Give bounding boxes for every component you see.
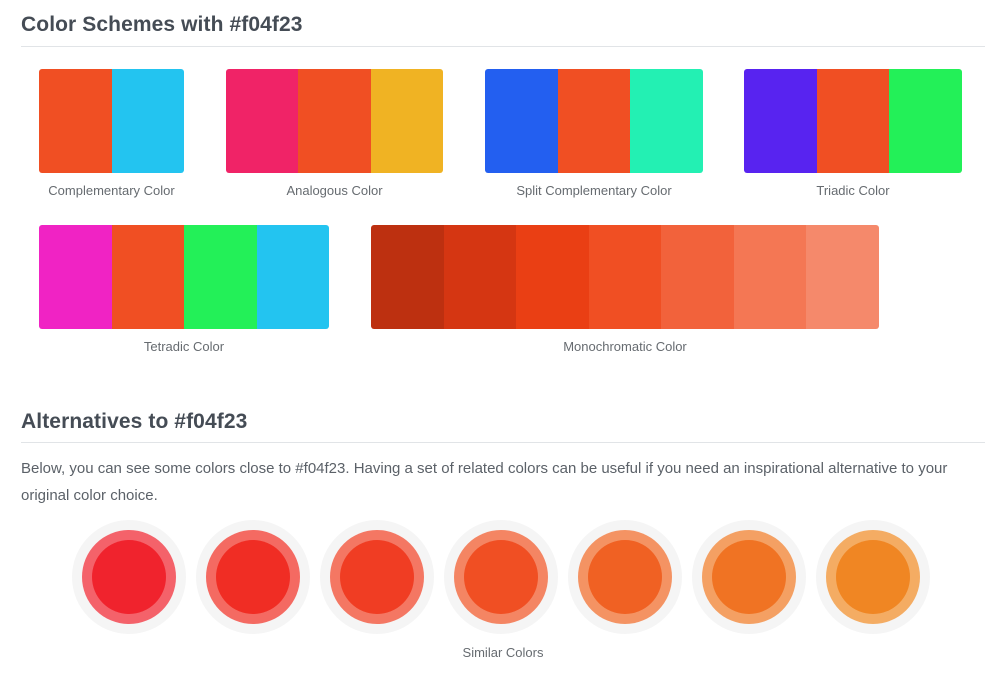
triadic-color-label: Triadic Color [816, 183, 890, 198]
similar-color-dot [464, 540, 538, 614]
schemes-divider [21, 46, 985, 47]
similar-color-ring [206, 530, 300, 624]
color-swatch[interactable] [889, 69, 962, 173]
analogous-color-palette[interactable] [226, 69, 443, 173]
similar-color-dot [712, 540, 786, 614]
color-swatch[interactable] [557, 69, 631, 173]
similar-color-dot [216, 540, 290, 614]
complementary-color-palette[interactable] [39, 69, 184, 173]
similar-color-ring [330, 530, 424, 624]
color-swatch[interactable] [184, 225, 257, 329]
similar-color-swatch[interactable] [196, 520, 310, 634]
monochromatic-color-palette[interactable] [371, 225, 879, 329]
color-swatch[interactable] [588, 225, 662, 329]
tetradic-color-label: Tetradic Color [143, 339, 225, 354]
alternatives-heading: Alternatives to #f04f23 [21, 410, 248, 433]
split-complementary-color-label: Split Complementary Color [516, 183, 672, 198]
color-swatch[interactable] [370, 69, 443, 173]
color-swatch[interactable] [516, 225, 589, 329]
similar-color-swatch[interactable] [72, 520, 186, 634]
similar-color-dot [588, 540, 662, 614]
color-swatch[interactable] [806, 225, 879, 329]
color-swatch[interactable] [226, 69, 299, 173]
similar-color-swatch[interactable] [692, 520, 806, 634]
triadic-color-palette[interactable] [744, 69, 962, 173]
similar-color-swatch[interactable] [568, 520, 682, 634]
color-swatch[interactable] [39, 69, 112, 173]
color-swatch[interactable] [630, 69, 703, 173]
similar-color-ring [454, 530, 548, 624]
color-swatch[interactable] [443, 225, 517, 329]
analogous-color-label: Analogous Color [286, 183, 383, 198]
alternatives-divider [21, 442, 985, 443]
color-swatch[interactable] [485, 69, 558, 173]
alternatives-description: Below, you can see some colors close to … [21, 460, 948, 504]
similar-color-swatch[interactable] [816, 520, 930, 634]
similar-color-swatch[interactable] [320, 520, 434, 634]
similar-color-dot [92, 540, 166, 614]
similar-color-ring [82, 530, 176, 624]
similar-color-dot [340, 540, 414, 614]
color-swatch[interactable] [661, 225, 734, 329]
color-swatch[interactable] [256, 225, 329, 329]
color-swatch[interactable] [111, 225, 184, 329]
similar-color-ring [702, 530, 796, 624]
similar-color-ring [578, 530, 672, 624]
color-swatch[interactable] [733, 225, 807, 329]
similar-color-swatch[interactable] [444, 520, 558, 634]
similar-color-dot [836, 540, 910, 614]
color-swatch[interactable] [816, 69, 890, 173]
tetradic-color-palette[interactable] [39, 225, 329, 329]
similar-colors-label: Similar Colors [462, 645, 544, 660]
complementary-color-label: Complementary Color [48, 183, 175, 198]
color-swatch[interactable] [39, 225, 112, 329]
color-swatch[interactable] [744, 69, 817, 173]
color-swatch[interactable] [111, 69, 184, 173]
split-complementary-color-palette[interactable] [485, 69, 703, 173]
schemes-heading: Color Schemes with #f04f23 [21, 13, 303, 36]
color-swatch[interactable] [298, 69, 371, 173]
similar-color-ring [826, 530, 920, 624]
color-swatch[interactable] [371, 225, 444, 329]
monochromatic-color-label: Monochromatic Color [563, 339, 687, 354]
